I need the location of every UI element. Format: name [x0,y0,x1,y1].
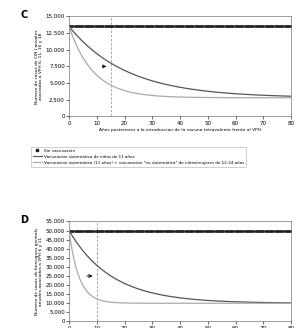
Text: D: D [20,215,28,225]
Text: C: C [20,10,27,20]
Y-axis label: Número de casos de berrugues genitals
anuales asociados a VPH 6 y 11: Número de casos de berrugues genitals an… [35,228,44,315]
Y-axis label: Número de casos de CIN I anuales
asociados a VPH 6, 11, 16 y 18: Número de casos de CIN I anuales asociad… [35,29,44,104]
X-axis label: Años posteriores a la introducción de la vacuna tetravalente frente al VPH: Años posteriores a la introducción de la… [99,128,261,132]
Legend: Sin vacunación, Vacunación sistemática de niñas de 11 años, Vacunación sistemáti: Sin vacunación, Vacunación sistemática d… [31,147,246,167]
